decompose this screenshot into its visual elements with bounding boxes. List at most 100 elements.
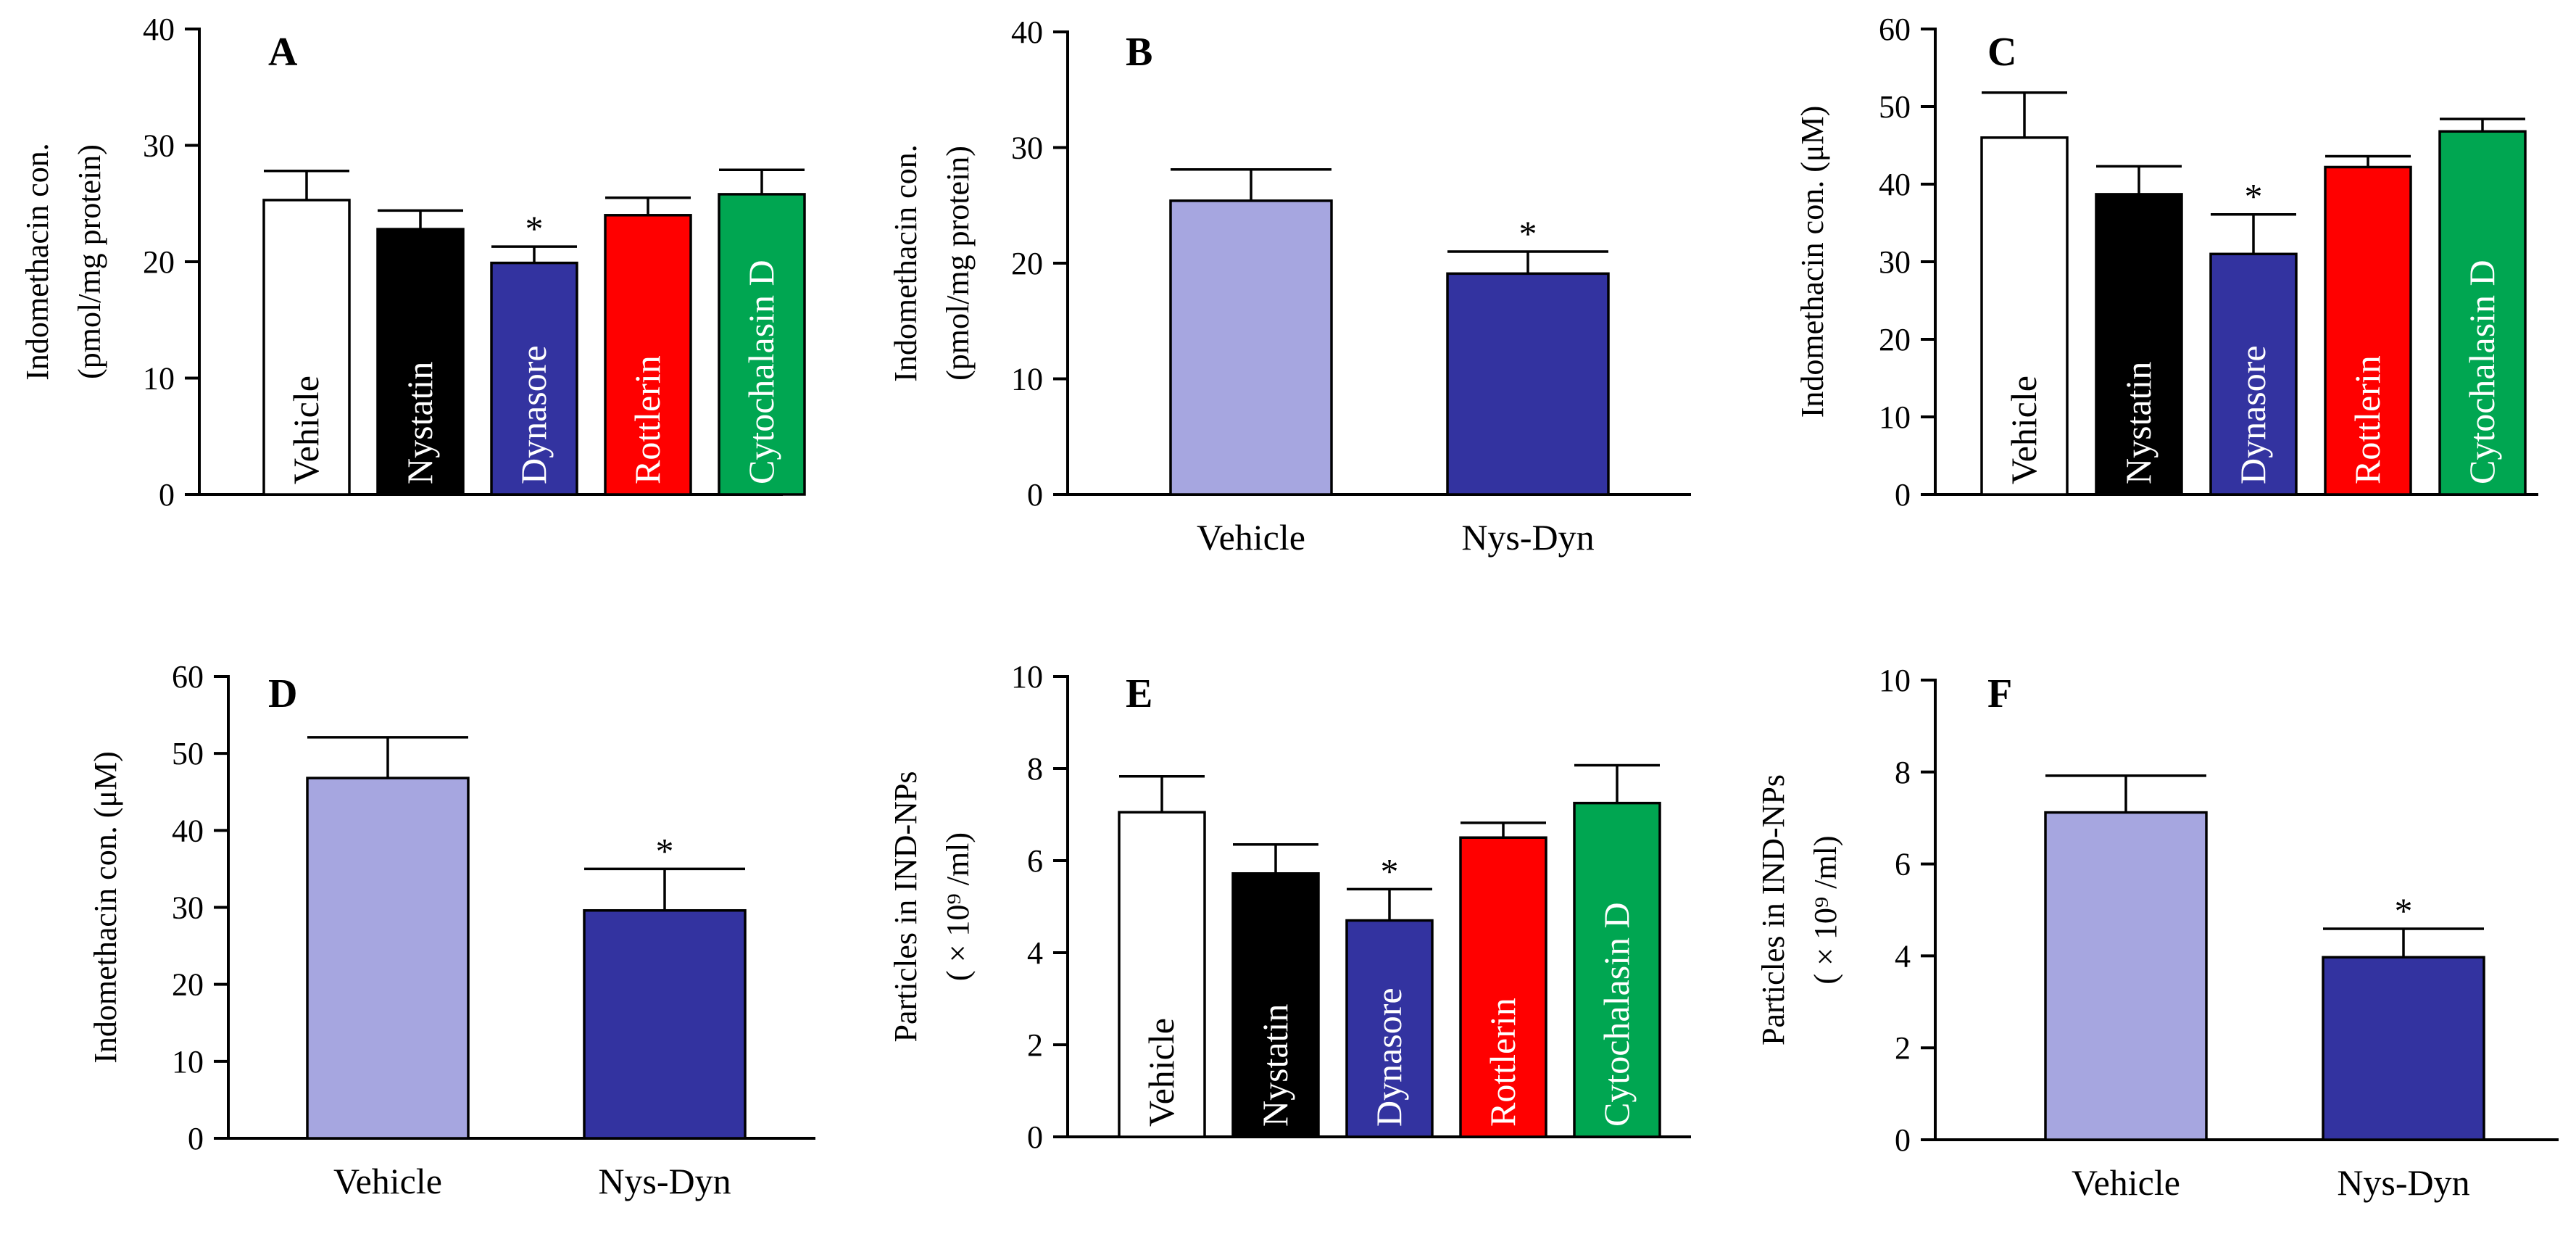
bar-nys-dyn <box>583 908 747 1140</box>
significance-marker: * <box>2245 176 2263 217</box>
y-tick-label: 6 <box>1027 843 1043 879</box>
bar-nys-dyn <box>1446 272 1610 496</box>
y-axis-title: Indomethacin con. <box>20 143 55 380</box>
category-label: Nystatin <box>1255 1004 1295 1127</box>
category-label: Vehicle <box>286 376 326 484</box>
y-tick-label: 2 <box>1895 1030 1911 1066</box>
y-tick-label: 10 <box>172 1044 204 1080</box>
y-tick-label: 0 <box>159 477 175 513</box>
panel-d: 0 10 20 30 40 50 60 Indomethacin con. (μM) D Vehi… <box>88 659 815 1201</box>
y-tick-label: 10 <box>1011 659 1043 695</box>
bar-dynasore <box>490 261 578 496</box>
y-axis-title: Particles in IND-NPs <box>888 771 923 1043</box>
y-tick-label: 30 <box>1879 244 1911 280</box>
bar-vehicle <box>1169 199 1333 496</box>
y-tick-label: 30 <box>172 890 204 926</box>
category-label: Nys-Dyn <box>1461 517 1594 558</box>
y-tick-label: 0 <box>1027 477 1043 513</box>
panel-label: D <box>268 671 297 716</box>
y-tick-label: 10 <box>1879 399 1911 435</box>
y-tick-label: 8 <box>1895 755 1911 790</box>
category-label: Rottlerin <box>1482 998 1523 1127</box>
significance-marker: * <box>1381 850 1399 891</box>
y-tick-label: 20 <box>1879 322 1911 357</box>
y-axis-title: Indomethacin con. <box>888 144 923 381</box>
y-tick-label: 30 <box>143 128 175 164</box>
y-tick-label: 20 <box>143 244 175 280</box>
y-tick-label: 50 <box>1879 89 1911 125</box>
significance-marker: * <box>525 208 544 249</box>
category-label: Vehicle <box>333 1161 442 1201</box>
category-label: Nystatin <box>2118 362 2159 484</box>
y-tick-label: 40 <box>1879 167 1911 202</box>
bar-rottlerin <box>604 214 692 496</box>
bar-cytochalasin-d <box>718 193 806 496</box>
category-label: Cytochalasin D <box>2461 260 2502 484</box>
y-axis-title: Particles in IND-NPs <box>1756 774 1791 1045</box>
y-tick-label: 4 <box>1895 938 1911 974</box>
category-label: Vehicle <box>1197 517 1305 558</box>
bar-cytochalasin-d <box>1573 801 1661 1138</box>
panel-c: 0 10 20 30 40 50 60 Indomethacin con. (μM) C Vehi… <box>1795 12 2538 513</box>
bar-dynasore <box>1345 919 1434 1138</box>
y-tick-label: 60 <box>172 659 204 695</box>
y-axis-title: (pmol/mg protein) <box>72 144 107 379</box>
bar-vehicle <box>1118 811 1206 1138</box>
category-label: Nystatin <box>399 362 440 484</box>
y-tick-label: 10 <box>143 361 175 397</box>
bar-nystatin <box>1231 872 1320 1138</box>
y-tick-label: 8 <box>1027 751 1043 787</box>
panel-label: B <box>1126 30 1152 75</box>
y-axis-title: (pmol/mg protein) <box>940 146 976 381</box>
bar-nystatin <box>376 228 465 496</box>
category-label: Dynasore <box>1368 987 1409 1127</box>
panel-a: 0 10 20 30 40 Indomethacin con. (pmol/mg prote… <box>20 12 806 513</box>
bar-rottlerin <box>1459 836 1547 1138</box>
panel-label: A <box>268 30 298 75</box>
y-tick-label: 0 <box>1895 477 1911 513</box>
category-label: Vehicle <box>1141 1018 1181 1127</box>
y-tick-label: 4 <box>1027 935 1043 971</box>
category-label: Dynasore <box>513 345 554 484</box>
y-tick-label: 10 <box>1879 663 1911 698</box>
y-tick-label: 2 <box>1027 1027 1043 1063</box>
panel-label: C <box>1987 30 2016 75</box>
significance-marker: * <box>1519 213 1537 254</box>
bar-nystatin <box>2095 193 2183 496</box>
category-label: Cytochalasin D <box>741 260 781 484</box>
bar-vehicle <box>1980 136 2069 496</box>
category-label: Dynasore <box>2232 345 2273 484</box>
y-tick-label: 20 <box>1011 246 1043 281</box>
y-tick-label: 20 <box>172 967 204 1003</box>
bar-dynasore <box>2209 252 2298 496</box>
y-tick-label: 40 <box>143 12 175 47</box>
category-label: Cytochalasin D <box>1596 902 1637 1127</box>
category-label: Rottlerin <box>627 355 668 484</box>
y-axis-title: Indomethacin con. (μM) <box>88 751 123 1063</box>
y-tick-label: 50 <box>172 736 204 771</box>
category-label: Vehicle <box>2003 376 2044 484</box>
y-tick-label: 40 <box>1011 15 1043 50</box>
y-axis-title: Indomethacin con. (μM) <box>1795 106 1830 418</box>
category-label: Rottlerin <box>2347 355 2388 484</box>
y-tick-label: 30 <box>1011 131 1043 166</box>
y-tick-label: 40 <box>172 813 204 848</box>
y-tick-label: 60 <box>1879 12 1911 47</box>
y-tick-label: 0 <box>188 1121 204 1156</box>
y-axis-title: ( × 10⁹ /ml) <box>940 832 976 981</box>
category-label: Vehicle <box>2072 1162 2180 1203</box>
category-label: Nys-Dyn <box>2337 1162 2469 1203</box>
significance-marker: * <box>656 830 674 871</box>
bar-vehicle <box>306 777 470 1140</box>
category-label: Nys-Dyn <box>598 1161 731 1201</box>
y-tick-label: 0 <box>1027 1119 1043 1155</box>
bar-cytochalasin-d <box>2438 130 2527 496</box>
y-tick-label: 6 <box>1895 847 1911 882</box>
panel-label: F <box>1987 671 2012 716</box>
y-axis-title: ( × 10⁹ /ml) <box>1808 835 1843 984</box>
y-tick-label: 10 <box>1011 362 1043 397</box>
panel-e: 0 2 4 6 8 10 Particles in IND-NPs ( × 10⁹ /ml) E… <box>888 659 1691 1155</box>
bar-vehicle <box>262 199 351 496</box>
panel-f: 0 2 4 6 8 10 Particles in IND-NPs ( × 10⁹ /ml) F… <box>1756 663 2559 1203</box>
panel-label: E <box>1126 671 1152 716</box>
